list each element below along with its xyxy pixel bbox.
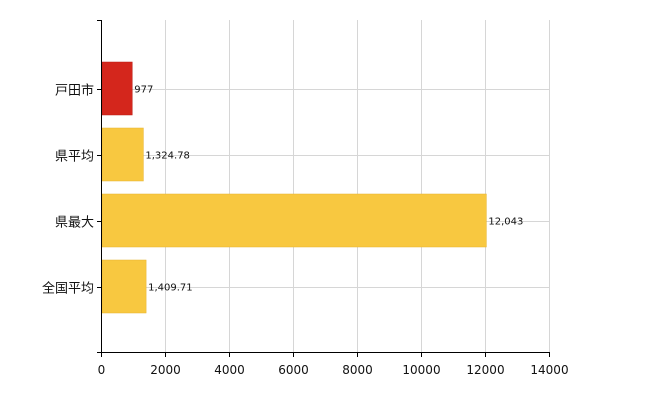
grid — [101, 20, 550, 352]
data-label: 1,409.71 — [148, 283, 193, 294]
category-label: 県平均 — [55, 150, 94, 165]
x-tick-label: 14000 — [530, 363, 568, 377]
x-tick-label: 10000 — [402, 363, 440, 377]
x-tick-label: 8000 — [342, 363, 373, 377]
data-label: 977 — [134, 85, 153, 96]
x-tick-label: 2000 — [150, 363, 181, 377]
x-tick-label: 12000 — [466, 363, 504, 377]
category-label: 全国平均 — [42, 281, 94, 297]
category-label: 戸田市 — [55, 83, 94, 99]
x-tick-label: 0 — [98, 363, 106, 377]
bars — [101, 61, 487, 314]
axes — [97, 20, 550, 357]
data-label: 1,324.78 — [145, 151, 190, 162]
x-tick-label: 6000 — [278, 363, 309, 377]
bar — [101, 61, 133, 116]
bar — [101, 193, 487, 248]
bar — [101, 127, 144, 182]
labels: 977 戸田市 1,324.78 県平均 12,043 県最大 1,409.71 全国平均 0 2… — [42, 83, 569, 378]
category-label: 県最大 — [55, 216, 94, 231]
x-tick-label: 4000 — [214, 363, 245, 377]
data-label: 12,043 — [488, 217, 523, 228]
bar — [101, 259, 147, 314]
